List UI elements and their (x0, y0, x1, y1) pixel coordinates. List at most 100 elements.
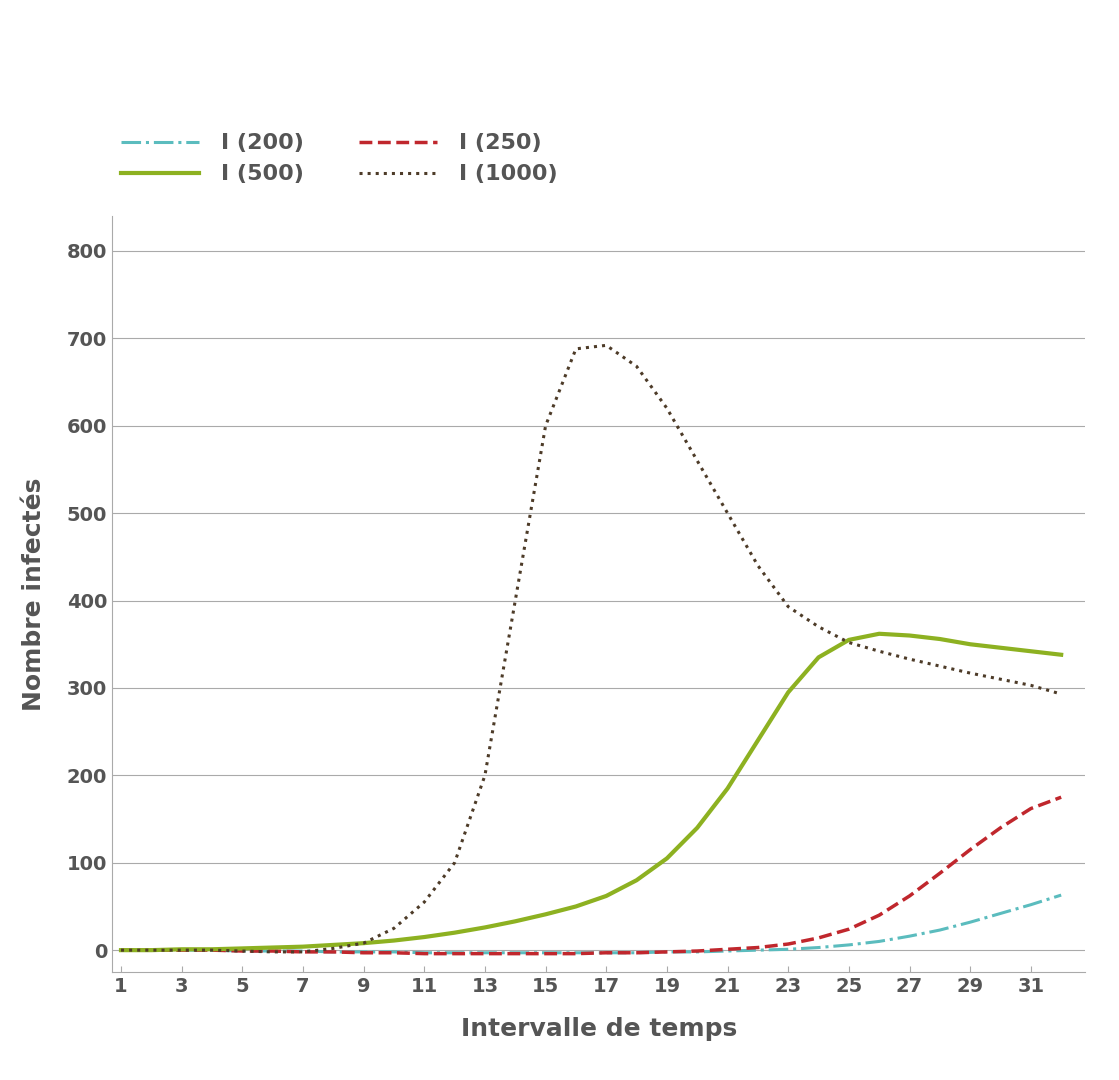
I (1000) (690, 455, 704, 468)
I (250) (994, 821, 1007, 834)
I (250) (781, 937, 794, 950)
I (500) (236, 942, 250, 955)
I (200) (1054, 889, 1068, 902)
I (1000) (357, 936, 370, 949)
I (500) (690, 821, 704, 834)
I (500) (539, 908, 553, 921)
I (500) (508, 915, 521, 928)
I (200) (721, 945, 734, 958)
I (500) (933, 633, 947, 646)
I (500) (266, 941, 280, 954)
I (500) (994, 642, 1007, 654)
I (500) (751, 734, 764, 747)
I (1000) (175, 944, 188, 957)
I (1000) (721, 507, 734, 519)
I (500) (327, 939, 340, 951)
I (200) (266, 945, 280, 958)
I (1000) (327, 942, 340, 955)
I (250) (690, 945, 704, 958)
I (250) (508, 947, 521, 960)
I (1000) (873, 645, 886, 658)
I (200) (114, 944, 128, 957)
I (200) (600, 946, 613, 959)
I (500) (600, 890, 613, 903)
I (200) (751, 944, 764, 957)
I (200) (508, 946, 521, 959)
I (200) (963, 916, 977, 929)
I (500) (448, 927, 461, 940)
I (1000) (933, 660, 947, 673)
I (1000) (751, 559, 764, 572)
I (500) (963, 638, 977, 651)
I (1000) (600, 339, 613, 352)
X-axis label: Intervalle de temps: Intervalle de temps (461, 1016, 736, 1041)
I (200) (357, 945, 370, 958)
I (200) (205, 944, 218, 957)
I (250) (297, 945, 310, 958)
I (500) (357, 936, 370, 949)
I (500) (630, 874, 643, 887)
I (500) (417, 931, 431, 944)
I (500) (721, 782, 734, 795)
I (250) (600, 946, 613, 959)
I (1000) (114, 944, 128, 957)
I (1000) (781, 600, 794, 613)
I (1000) (417, 895, 431, 908)
I (250) (327, 945, 340, 958)
I (200) (297, 945, 310, 958)
I (1000) (1024, 679, 1037, 692)
I (500) (387, 934, 401, 947)
I (500) (570, 900, 583, 913)
I (1000) (570, 342, 583, 355)
I (250) (266, 945, 280, 958)
I (200) (478, 946, 491, 959)
I (500) (114, 944, 128, 957)
I (200) (175, 944, 188, 957)
I (250) (811, 931, 825, 944)
I (200) (448, 946, 461, 959)
I (500) (175, 943, 188, 956)
I (200) (387, 945, 401, 958)
Line: I (250): I (250) (121, 797, 1061, 954)
I (1000) (963, 666, 977, 679)
I (250) (448, 947, 461, 960)
I (1000) (630, 360, 643, 373)
I (1000) (266, 945, 280, 958)
I (250) (933, 867, 947, 880)
I (200) (690, 945, 704, 958)
I (1000) (478, 769, 491, 782)
I (250) (387, 946, 401, 959)
I (1000) (660, 402, 674, 415)
I (500) (811, 651, 825, 664)
I (500) (660, 852, 674, 865)
I (500) (873, 627, 886, 640)
I (250) (570, 947, 583, 960)
I (250) (1054, 791, 1068, 804)
I (250) (721, 943, 734, 956)
I (500) (478, 921, 491, 934)
I (250) (963, 843, 977, 856)
I (200) (933, 923, 947, 936)
I (200) (1024, 899, 1037, 912)
I (1000) (387, 922, 401, 935)
I (500) (903, 629, 916, 642)
I (1000) (843, 636, 856, 649)
I (250) (873, 908, 886, 921)
I (200) (570, 946, 583, 959)
I (250) (903, 890, 916, 903)
I (500) (205, 943, 218, 956)
I (200) (903, 930, 916, 943)
I (250) (751, 941, 764, 954)
I (250) (630, 946, 643, 959)
I (500) (297, 941, 310, 954)
I (200) (660, 945, 674, 958)
I (200) (994, 907, 1007, 920)
I (250) (843, 922, 856, 935)
I (1000) (811, 620, 825, 633)
I (1000) (205, 944, 218, 957)
I (500) (1054, 648, 1068, 661)
I (500) (144, 944, 158, 957)
I (250) (417, 947, 431, 960)
I (1000) (1054, 688, 1068, 701)
I (200) (144, 944, 158, 957)
